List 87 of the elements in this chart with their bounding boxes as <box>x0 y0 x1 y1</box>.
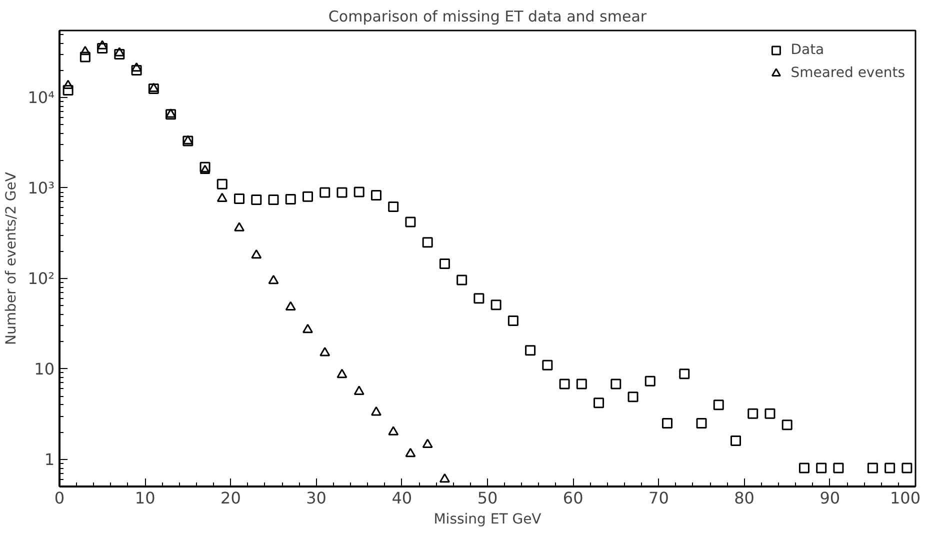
point <box>354 186 364 198</box>
point <box>302 324 313 334</box>
point <box>320 346 330 356</box>
point <box>114 49 125 60</box>
y-tick-label: 10 <box>34 359 54 378</box>
point <box>542 360 553 370</box>
point <box>867 462 878 474</box>
x-tick-label: 100 <box>890 488 921 508</box>
point <box>114 47 125 56</box>
legend-label: Data <box>790 42 824 58</box>
point <box>610 378 622 390</box>
point <box>216 192 228 202</box>
point <box>628 392 638 402</box>
point <box>388 201 399 212</box>
point <box>234 193 245 204</box>
point <box>336 368 348 378</box>
point <box>80 46 90 56</box>
point <box>713 400 724 410</box>
point <box>490 300 502 310</box>
point <box>816 462 827 474</box>
point <box>474 293 484 304</box>
point <box>370 190 382 200</box>
point <box>370 406 382 416</box>
point <box>679 368 690 380</box>
point <box>405 216 416 228</box>
point <box>234 222 245 232</box>
point <box>422 237 433 248</box>
point <box>216 178 228 190</box>
x-tick-label: 50 <box>477 488 498 508</box>
point <box>251 194 262 205</box>
point <box>200 164 210 174</box>
x-tick-label: 20 <box>220 488 241 508</box>
point <box>798 462 810 474</box>
point <box>576 378 587 390</box>
point <box>594 398 604 408</box>
point <box>336 187 348 198</box>
point <box>782 420 792 430</box>
point <box>268 274 279 284</box>
x-tick-label: 60 <box>562 488 584 508</box>
x-tick-label: 30 <box>306 488 326 508</box>
point <box>405 448 416 458</box>
legend-label: Smeared events <box>790 65 905 81</box>
x-tick-label: 40 <box>392 488 412 508</box>
point <box>97 40 108 50</box>
x-tick-label: 90 <box>820 488 840 508</box>
y-tick-label: 10⁴ <box>28 88 55 107</box>
point <box>62 80 74 90</box>
point <box>80 52 90 62</box>
point <box>285 194 296 204</box>
point <box>97 43 108 54</box>
y-axis-title: Number of events/2 GeV <box>4 172 20 345</box>
point <box>559 378 570 390</box>
point <box>696 418 707 429</box>
x-tick-label: 70 <box>648 488 669 508</box>
point <box>131 64 142 76</box>
point <box>251 249 262 259</box>
point <box>730 436 741 446</box>
point <box>320 187 330 198</box>
point <box>388 426 399 436</box>
point <box>439 473 450 483</box>
point <box>644 376 656 386</box>
point <box>354 386 364 395</box>
chart-title: Comparison of missing ET data and smear <box>328 8 648 26</box>
point <box>508 315 518 326</box>
point <box>285 301 296 311</box>
point <box>902 462 912 474</box>
point <box>62 85 74 96</box>
point <box>302 191 313 202</box>
point <box>884 462 896 474</box>
point <box>200 162 210 172</box>
point <box>268 194 279 205</box>
point <box>662 418 673 429</box>
y-tick-label: 1 <box>44 450 55 469</box>
x-tick-label: 80 <box>734 488 754 508</box>
point <box>525 345 536 356</box>
point <box>748 408 758 419</box>
x-axis-title: Missing ET GeV <box>434 512 542 528</box>
x-tick-label: 0 <box>54 488 65 508</box>
point <box>456 274 468 286</box>
point <box>439 258 450 270</box>
y-tick-label: 10² <box>28 268 55 288</box>
point <box>131 62 142 72</box>
point <box>833 462 844 474</box>
point <box>422 438 433 448</box>
x-tick-label: 10 <box>134 488 156 508</box>
point <box>764 408 776 419</box>
y-tick-label: 10³ <box>28 178 55 198</box>
